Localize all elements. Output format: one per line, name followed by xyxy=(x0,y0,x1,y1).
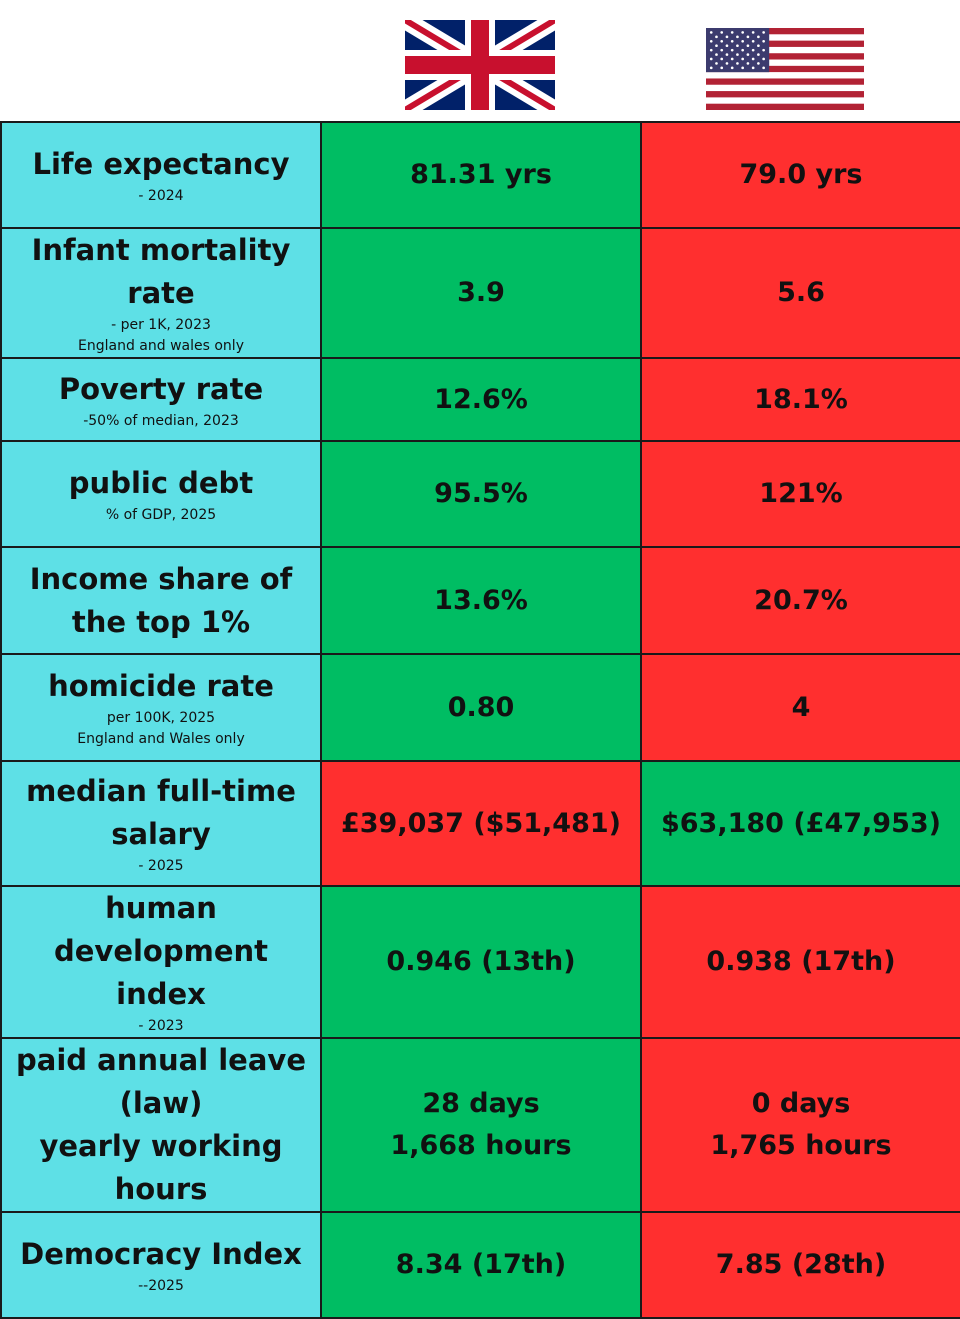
row-title: Poverty rate xyxy=(58,371,264,406)
row-title: Democracy Index xyxy=(20,1237,302,1271)
us-value: 20.7% xyxy=(754,584,848,616)
uk-value: 8.34 (17th) xyxy=(395,1249,567,1280)
row-label: Income share of the top 1% xyxy=(0,546,322,655)
row-subtitle: per 100K, 2025 xyxy=(106,710,216,726)
uk-value: 81.31 yrs xyxy=(410,159,552,190)
uk-value: 12.6% xyxy=(434,383,528,415)
us-value: 79.0 yrs xyxy=(739,159,863,190)
row-title: paid annual leave (law) xyxy=(16,1043,306,1120)
uk-value: 95.5% xyxy=(434,478,528,509)
us-value: 4 xyxy=(791,691,811,723)
us-value: 0 days xyxy=(751,1088,851,1119)
table-row: public debt % of GDP, 2025 95.5% 121% xyxy=(0,440,960,548)
row-subtitle: - 2024 xyxy=(138,188,184,204)
row-subtitle: - 2023 xyxy=(138,1018,184,1034)
us-value: 18.1% xyxy=(754,383,848,415)
row-title: median full-time salary xyxy=(26,774,296,851)
row-label: Life expectancy - 2024 xyxy=(0,121,322,229)
uk-value: 13.6% xyxy=(434,584,528,616)
row-label: public debt % of GDP, 2025 xyxy=(0,440,322,548)
row-subtitle: - 2025 xyxy=(138,858,184,874)
us-value: $63,180 (£47,953) xyxy=(660,807,942,839)
row-title-secondary: yearly working hours xyxy=(39,1129,283,1206)
row-label: Democracy Index --2025 xyxy=(0,1211,322,1319)
us-value-cell: 18.1% xyxy=(640,357,960,442)
uk-value-cell: 95.5% xyxy=(320,440,642,548)
us-value-cell: 7.85 (28th) xyxy=(640,1211,960,1319)
row-title: Infant mortality rate xyxy=(31,233,291,310)
row-subtitle: % of GDP, 2025 xyxy=(105,507,217,523)
row-label: Poverty rate -50% of median, 2023 xyxy=(0,357,322,442)
row-title: Income share of the top 1% xyxy=(29,561,293,639)
us-value-cell: 79.0 yrs xyxy=(640,121,960,229)
row-title: human development index xyxy=(53,891,269,1011)
table-row: Infant mortality rate - per 1K, 2023 Eng… xyxy=(0,227,960,359)
uk-value-secondary: 1,668 hours xyxy=(390,1130,572,1161)
row-subtitle: -50% of median, 2023 xyxy=(83,412,239,429)
uk-value-cell: 13.6% xyxy=(320,546,642,655)
row-title: homicide rate xyxy=(48,669,274,703)
uk-value-cell: 12.6% xyxy=(320,357,642,442)
uk-value: £39,037 ($51,481) xyxy=(340,807,622,839)
row-label: Infant mortality rate - per 1K, 2023 Eng… xyxy=(0,227,322,359)
uk-value-cell: 28 days 1,668 hours xyxy=(320,1037,642,1213)
uk-value: 0.946 (13th) xyxy=(386,946,576,977)
us-value-cell: 5.6 xyxy=(640,227,960,359)
row-label: homicide rate per 100K, 2025 England and… xyxy=(0,653,322,762)
uk-value-cell: 81.31 yrs xyxy=(320,121,642,229)
us-value: 5.6 xyxy=(777,277,825,308)
row-subtitle: England and Wales only xyxy=(77,731,245,747)
uk-value: 0.80 xyxy=(447,691,515,723)
us-value: 7.85 (28th) xyxy=(715,1249,887,1280)
us-value-cell: $63,180 (£47,953) xyxy=(640,760,960,887)
row-title: public debt xyxy=(68,466,254,500)
us-value-cell: 4 xyxy=(640,653,960,762)
comparison-table: Life expectancy - 2024 81.31 yrs 79.0 yr… xyxy=(0,121,960,1319)
uk-value-cell: 0.80 xyxy=(320,653,642,762)
table-row: median full-time salary - 2025 £39,037 (… xyxy=(0,760,960,887)
us-value-secondary: 1,765 hours xyxy=(710,1130,892,1161)
table-row: paid annual leave (law) yearly working h… xyxy=(0,1037,960,1213)
us-flag-icon xyxy=(706,28,864,110)
uk-value-cell: £39,037 ($51,481) xyxy=(320,760,642,887)
row-subtitle: --2025 xyxy=(138,1278,184,1294)
row-subtitle: - per 1K, 2023 xyxy=(111,317,211,333)
row-title: Life expectancy xyxy=(32,147,290,181)
table-row: Income share of the top 1% 13.6% 20.7% xyxy=(0,546,960,655)
us-value-cell: 0.938 (17th) xyxy=(640,885,960,1039)
uk-value-cell: 3.9 xyxy=(320,227,642,359)
uk-value-cell: 8.34 (17th) xyxy=(320,1211,642,1319)
uk-flag-icon xyxy=(405,20,555,110)
us-value-cell: 20.7% xyxy=(640,546,960,655)
us-value: 121% xyxy=(759,478,843,509)
table-row: Life expectancy - 2024 81.31 yrs 79.0 yr… xyxy=(0,121,960,229)
row-label: human development index - 2023 xyxy=(0,885,322,1039)
header xyxy=(0,0,960,121)
table-row: Democracy Index --2025 8.34 (17th) 7.85 … xyxy=(0,1211,960,1319)
us-value: 0.938 (17th) xyxy=(706,946,896,977)
row-label: paid annual leave (law) yearly working h… xyxy=(0,1037,322,1213)
row-label: median full-time salary - 2025 xyxy=(0,760,322,887)
uk-value: 3.9 xyxy=(457,277,505,308)
table-row: Poverty rate -50% of median, 2023 12.6% … xyxy=(0,357,960,442)
us-value-cell: 0 days 1,765 hours xyxy=(640,1037,960,1213)
table-row: human development index - 2023 0.946 (13… xyxy=(0,885,960,1039)
table-row: homicide rate per 100K, 2025 England and… xyxy=(0,653,960,762)
uk-value: 28 days xyxy=(422,1088,540,1119)
row-subtitle: England and wales only xyxy=(78,338,244,354)
comparison-rows: Life expectancy - 2024 81.31 yrs 79.0 yr… xyxy=(0,121,960,1319)
us-value-cell: 121% xyxy=(640,440,960,548)
uk-value-cell: 0.946 (13th) xyxy=(320,885,642,1039)
